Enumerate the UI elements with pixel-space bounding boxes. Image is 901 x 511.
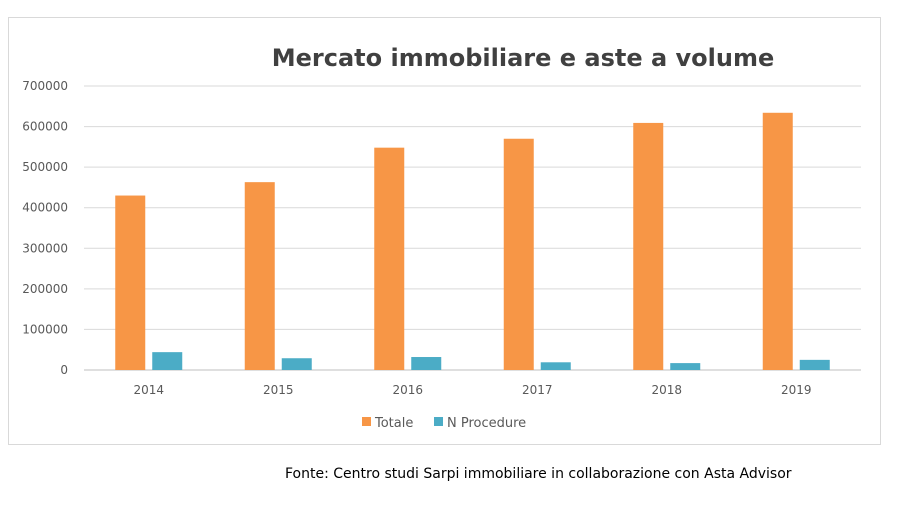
bar-totale-2016 xyxy=(374,147,405,370)
bar-totale-2018 xyxy=(633,122,664,370)
bar-n-procedure-2018 xyxy=(670,363,701,370)
bar-n-procedure-2015 xyxy=(281,358,312,370)
y-tick-label: 300000 xyxy=(22,241,68,255)
legend-swatch xyxy=(434,417,443,426)
legend-swatch xyxy=(362,417,371,426)
gridlines xyxy=(84,85,861,371)
y-tick-label: 700000 xyxy=(22,79,68,93)
y-tick-label: 200000 xyxy=(22,282,68,296)
chart-frame xyxy=(8,17,881,445)
source-note: Fonte: Centro studi Sarpi immobiliare in… xyxy=(285,466,792,482)
y-axis: 700000 600000 500000 400000 300000 200000 1000… xyxy=(22,79,68,377)
x-tick-label: 2018 xyxy=(651,383,682,397)
bar-n-procedure-2017 xyxy=(540,362,571,370)
y-tick-label: 100000 xyxy=(22,322,68,336)
legend-label: N Procedure xyxy=(447,416,526,431)
bar-n-procedure-2014 xyxy=(152,352,183,370)
x-tick-label: 2014 xyxy=(133,383,164,397)
y-tick-label: 500000 xyxy=(22,160,68,174)
y-tick-label: 600000 xyxy=(22,120,68,134)
x-tick-label: 2017 xyxy=(522,383,553,397)
y-tick-label: 400000 xyxy=(22,201,68,215)
bar-totale-2017 xyxy=(503,138,534,370)
x-tick-label: 2016 xyxy=(392,383,423,397)
chart-title: Mercato immobiliare e aste a volume xyxy=(272,44,775,72)
x-tick-label: 2019 xyxy=(781,383,812,397)
x-tick-label: 2015 xyxy=(263,383,294,397)
legend: Totale N Procedure xyxy=(362,416,526,431)
bar-n-procedure-2019 xyxy=(799,359,830,370)
y-tick-label: 0 xyxy=(60,363,68,377)
bars xyxy=(115,112,830,370)
bar-n-procedure-2016 xyxy=(411,357,442,370)
bar-totale-2015 xyxy=(244,182,275,370)
bar-totale-2014 xyxy=(115,195,146,370)
x-axis: 2014 2015 2016 2017 2018 2019 xyxy=(133,383,811,397)
legend-label: Totale xyxy=(374,416,413,431)
bar-totale-2019 xyxy=(762,112,793,370)
